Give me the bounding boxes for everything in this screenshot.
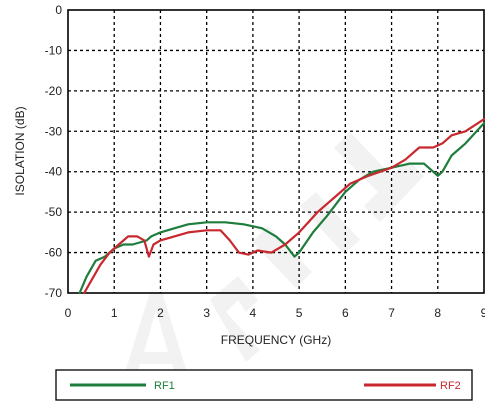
x-tick-label: 5 (296, 306, 303, 320)
x-tick-label: 8 (434, 306, 441, 320)
watermark (118, 132, 424, 395)
plot-frame (67, 9, 485, 294)
y-axis-label: ISOLATION (dB) (13, 106, 27, 195)
y-tick-label: -20 (45, 84, 63, 98)
y-tick-label: -30 (45, 124, 63, 138)
y-tick-label: -60 (45, 246, 63, 260)
y-tick-label: -50 (45, 205, 63, 219)
series-layer (78, 118, 485, 295)
y-tick-label: 0 (55, 3, 62, 17)
y-tick-label: -70 (45, 286, 63, 300)
y-tick-label: -40 (45, 165, 63, 179)
legend: RF1 RF2 (55, 369, 473, 401)
x-tick-label: 9 (481, 306, 485, 320)
x-tick-label: 1 (111, 306, 118, 320)
x-tick-label: 0 (65, 306, 72, 320)
y-tick-labels: 0 -10 -20 -30 -40 -50 -60 -70 (45, 3, 63, 300)
legend-label-rf1: RF1 (154, 380, 175, 392)
legend-label-rf2: RF2 (440, 380, 461, 392)
x-axis-label: FREQUENCY (GHz) (221, 333, 331, 347)
series-line-rf2 (83, 118, 485, 295)
x-tick-label: 3 (203, 306, 210, 320)
grid (68, 10, 484, 293)
y-tick-label: -10 (45, 43, 63, 57)
series-line-rf1 (78, 122, 485, 295)
x-tick-label: 7 (388, 306, 395, 320)
x-tick-labels: 0 1 2 3 4 5 6 7 8 9 (65, 306, 485, 320)
x-tick-label: 4 (250, 306, 257, 320)
x-tick-label: 2 (157, 306, 164, 320)
x-tick-label: 6 (342, 306, 349, 320)
